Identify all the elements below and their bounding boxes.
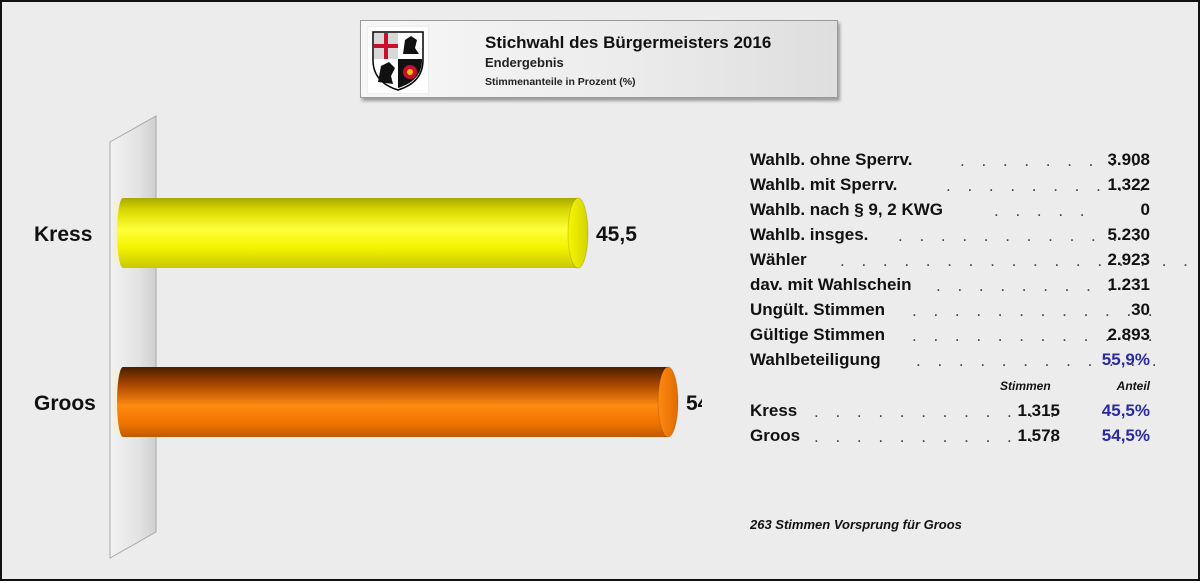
value-label: 54,5 <box>686 392 702 415</box>
candidate-stimmen: 1.315 <box>1017 401 1060 420</box>
leader-dots: . . . . . . . . . . . . <box>814 402 1061 421</box>
stat-label: Wahlb. nach § 9, 2 KWG <box>750 200 944 219</box>
column-header-anteil: Anteil <box>1116 379 1150 393</box>
stat-value: 3.908 <box>1107 150 1150 169</box>
bar-chart: Kress 45,5 Groos 54,5 <box>34 115 702 559</box>
stat-value: 1.231 <box>1107 275 1150 294</box>
leader-dots: . . . . . <box>994 201 1091 220</box>
stat-row: Gültige Stimmen . . . . . . . . . . . . 2.… <box>748 323 1158 348</box>
candidate-column-headers: Stimmen Anteil <box>748 373 1158 399</box>
statistics-table: Wahlb. ohne Sperrv.. . . . . . . . . 3.90… <box>748 148 1188 449</box>
leader-dots: . . . . . . . . . . . . <box>898 226 1145 245</box>
coat-of-arms-icon <box>367 26 429 94</box>
column-header-stimmen: Stimmen <box>1000 379 1051 393</box>
bar-end-cap <box>657 366 679 438</box>
title-box: Stichwahl des Bürgermeisters 2016 Enderg… <box>360 20 838 98</box>
candidate-anteil: 54,5% <box>1101 426 1150 445</box>
candidate-row: Groos . . . . . . . . . . . . 1.578 54,5% <box>748 424 1158 449</box>
stat-row: dav. mit Wahlschein . . . . . . . . . 1.23… <box>748 273 1158 298</box>
stat-row: Wahlb. nach § 9, 2 KWG . . . . . 0 <box>748 198 1158 223</box>
bar-series: Kress 45,5 Groos 54,5 <box>34 197 702 438</box>
candidate-row: Kress . . . . . . . . . . . . 1.315 45,5% <box>748 399 1158 424</box>
candidate-anteil: 45,5% <box>1101 401 1150 420</box>
candidate-rows: Kress. . . . . . . . . . . . 1.315 45,5% Gr… <box>748 399 1158 449</box>
stat-value: 55,9% <box>1101 350 1150 369</box>
bar-start-cap <box>117 367 129 437</box>
bar-end-cap <box>567 197 589 269</box>
candidate-name: Kress <box>750 401 798 420</box>
leader-dots: . . . . . . . . . . . . <box>916 351 1163 370</box>
stat-row: Ungült. Stimmen . . . . . . . . . . . . 30 <box>748 298 1158 323</box>
category-label: Groos <box>34 392 96 415</box>
value-label: 45,5 <box>596 223 637 246</box>
chart-title: Stichwahl des Bürgermeisters 2016 <box>485 33 772 52</box>
chart-back-wall <box>109 115 157 559</box>
stat-row: Wähler. . . . . . . . . . . . . . . . .2… <box>748 248 1188 273</box>
stat-label: Wahlbeteiligung <box>750 350 881 369</box>
leader-dots: . . . . . . . . . . <box>946 176 1150 195</box>
stat-label: Wahlb. ohne Sperrv. <box>750 150 913 169</box>
stat-value: 2.893 <box>1107 325 1150 344</box>
stat-value: 0 <box>1140 200 1150 219</box>
stat-value: 1.322 <box>1107 175 1150 194</box>
chart-subtitle: Endergebnis <box>485 55 564 70</box>
stat-rows: Wahlb. ohne Sperrv.. . . . . . . . . 3.90… <box>748 148 1188 373</box>
stat-label: dav. mit Wahlschein <box>750 275 912 294</box>
stat-label: Wahlb. insges. <box>750 225 869 244</box>
stat-value: 5.230 <box>1107 225 1150 244</box>
stat-row: Wahlb. mit Sperrv. . . . . . . . . . . 1.3… <box>748 173 1158 198</box>
bar-kress <box>123 198 578 268</box>
leader-dots: . . . . . . . . . <box>960 151 1143 170</box>
chart-note: Stimmenanteile in Prozent (%) <box>485 76 636 88</box>
leader-dots: . . . . . . . . . . . . <box>912 326 1159 345</box>
stat-row: Wahlbeteiligung. . . . . . . . . . . . 55… <box>748 348 1158 373</box>
bar-start-cap <box>117 198 129 268</box>
stat-label: Ungült. Stimmen <box>750 300 886 319</box>
stat-value: 30 <box>1131 300 1150 319</box>
stat-row: Wahlb. ohne Sperrv. . . . . . . . . . 3.90… <box>748 148 1158 173</box>
candidate-stimmen: 1.578 <box>1017 426 1060 445</box>
bar-groos <box>123 367 668 437</box>
leader-dots: . . . . . . . . . . . . <box>814 427 1061 446</box>
stat-value: 2.923 <box>1107 250 1150 269</box>
candidate-name: Groos <box>750 426 801 445</box>
lead-summary: 263 Stimmen Vorsprung für Groos <box>750 517 962 532</box>
leader-dots: . . . . . . . . . . . . <box>912 301 1159 320</box>
leader-dots: . . . . . . . . . <box>936 276 1119 295</box>
stat-label: Gültige Stimmen <box>750 325 886 344</box>
category-label: Kress <box>34 223 92 246</box>
leader-dots: . . . . . . . . . . . . . . . . . <box>840 251 1194 270</box>
stat-label: Wähler <box>750 250 807 269</box>
stat-label: Wahlb. mit Sperrv. <box>750 175 898 194</box>
stat-row: Wahlb. insges. . . . . . . . . . . . . 5.2… <box>748 223 1158 248</box>
